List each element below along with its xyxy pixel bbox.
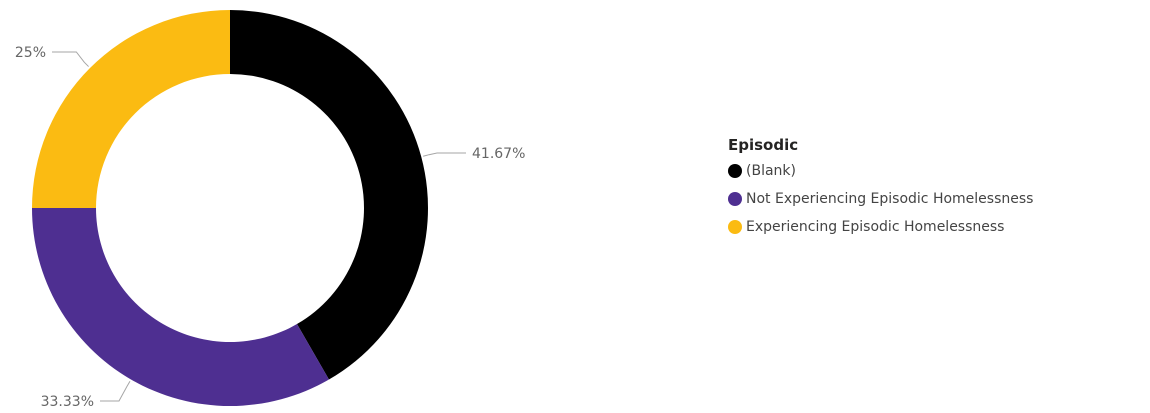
data-label-experiencing: 25% — [15, 45, 46, 61]
legend-item-experiencing[interactable]: Experiencing Episodic Homelessness — [728, 216, 1033, 238]
legend-marker — [728, 192, 742, 206]
legend-label: Not Experiencing Episodic Homelessness — [746, 191, 1034, 207]
legend-label: Experiencing Episodic Homelessness — [746, 219, 1005, 235]
slice-blank[interactable] — [230, 10, 429, 380]
donut-slices — [32, 10, 429, 406]
slice-experiencing[interactable] — [32, 10, 230, 208]
data-label-not-experiencing: 33.33% — [41, 394, 94, 410]
legend-marker — [728, 220, 742, 234]
label-leader-lines — [52, 51, 466, 402]
leader-line — [52, 51, 89, 67]
leader-line — [423, 152, 466, 157]
legend-marker — [728, 164, 742, 178]
data-labels: 41.67% 33.33% 25% — [15, 45, 526, 410]
legend-label: (Blank) — [746, 163, 796, 179]
data-label-blank: 41.67% — [472, 146, 525, 162]
legend-item-blank[interactable]: (Blank) — [728, 160, 1033, 182]
leader-line — [100, 380, 131, 402]
slice-not-experiencing[interactable] — [32, 208, 329, 406]
legend-title: Episodic — [728, 136, 799, 154]
legend: Episodic (Blank) Not Experiencing Episod… — [728, 136, 1033, 244]
legend-item-not-experiencing[interactable]: Not Experiencing Episodic Homelessness — [728, 188, 1033, 210]
